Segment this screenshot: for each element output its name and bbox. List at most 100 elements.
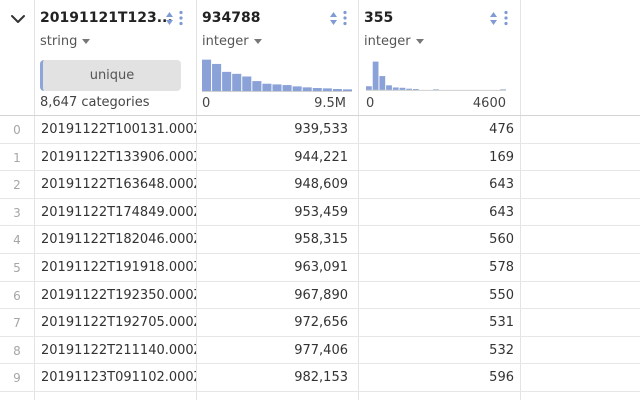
cell-timestamp[interactable]: 20191122T191918.000Z	[41, 260, 196, 275]
caret-down-icon	[253, 39, 262, 44]
cell-timestamp[interactable]: 20191122T174849.000Z	[41, 204, 196, 220]
cell-timestamp[interactable]: 20191122T192705.000Z	[41, 315, 196, 331]
row-divider	[0, 335, 640, 337]
cell-value[interactable]: 972,656	[294, 315, 348, 331]
histogram-bar[interactable]	[202, 59, 212, 91]
histogram-bar[interactable]	[292, 86, 302, 91]
histogram-bar[interactable]	[222, 71, 232, 91]
cell-value[interactable]: 958,315	[294, 232, 348, 248]
histogram-bar[interactable]	[406, 88, 413, 90]
column-title[interactable]: 355	[364, 10, 394, 26]
column-title[interactable]: 20191121T123...	[40, 10, 173, 26]
cell-value[interactable]: 476	[489, 122, 514, 137]
histogram-bar[interactable]	[302, 87, 312, 91]
column-type-select[interactable]: string	[40, 34, 91, 49]
cell-value[interactable]: 953,459	[294, 204, 348, 220]
row-index: 4	[13, 233, 21, 248]
cell-value[interactable]: 948,609	[294, 177, 348, 193]
cell-timestamp[interactable]: 20191122T182046.000Z	[41, 232, 196, 248]
cell-timestamp[interactable]: 20191123T091102.000Z	[41, 370, 196, 386]
histogram-axis-max: 4600	[472, 96, 506, 111]
row-divider	[0, 363, 640, 365]
table-row[interactable]: 1 20191122T133906.000Z 944,221 169	[0, 144, 640, 172]
cell-timestamp[interactable]: 20191122T163648.000Z	[41, 177, 196, 193]
column-divider	[34, 0, 35, 400]
table-row[interactable]: 8 20191122T211140.000Z 977,406 532	[0, 337, 640, 365]
column-divider	[358, 0, 359, 400]
kebab-menu-icon[interactable]	[178, 10, 184, 26]
table-row[interactable]: 2 20191122T163648.000Z 948,609 643	[0, 171, 640, 199]
cell-value[interactable]: 977,406	[294, 342, 348, 358]
column-type-select[interactable]: integer	[202, 34, 262, 49]
histogram-bar[interactable]	[212, 63, 222, 91]
cell-value[interactable]: 982,153	[294, 370, 348, 386]
sort-arrows-icon[interactable]	[489, 11, 498, 26]
column-type-label: string	[40, 34, 78, 49]
row-index: 3	[13, 205, 21, 220]
cell-value[interactable]: 596	[489, 370, 514, 386]
histogram-bar[interactable]	[312, 88, 322, 91]
histogram-bar[interactable]	[232, 73, 242, 91]
table-row[interactable]: 6 20191122T192350.000Z 967,890 550	[0, 282, 640, 310]
histogram-bar[interactable]	[386, 85, 392, 90]
histogram-bar[interactable]	[332, 89, 342, 91]
cell-value[interactable]: 532	[489, 342, 514, 358]
histogram-chart[interactable]	[202, 58, 352, 92]
column-type-select[interactable]: integer	[364, 34, 424, 49]
cell-value[interactable]: 531	[489, 315, 514, 331]
row-index: 7	[13, 316, 21, 331]
histogram-bar[interactable]	[262, 83, 272, 91]
cell-timestamp[interactable]: 20191122T211140.000Z	[41, 342, 196, 358]
histogram-chart[interactable]	[366, 58, 506, 92]
cell-value[interactable]: 939,533	[294, 122, 348, 137]
histogram-bar[interactable]	[412, 89, 419, 90]
cell-value[interactable]: 550	[489, 287, 514, 303]
column-header-3[interactable]: 355 integer 0 4600	[358, 0, 520, 115]
sort-arrows-icon[interactable]	[165, 11, 174, 26]
row-index: 8	[13, 343, 21, 358]
cell-value[interactable]: 944,221	[294, 149, 348, 165]
cell-timestamp[interactable]: 20191122T100131.000Z	[41, 122, 196, 137]
histogram-bar[interactable]	[242, 76, 252, 91]
cell-value[interactable]: 967,890	[294, 287, 348, 303]
row-index: 1	[13, 150, 21, 165]
table-row[interactable]: 4 20191122T182046.000Z 958,315 560	[0, 226, 640, 254]
column-header-2[interactable]: 934788 integer 0 9.5M	[196, 0, 358, 115]
table-row[interactable]: 5 20191122T191918.000Z 963,091 578	[0, 254, 640, 282]
row-divider	[0, 252, 640, 254]
table-row[interactable]: 7 20191122T192705.000Z 972,656 531	[0, 309, 640, 337]
histogram-axis-min: 0	[202, 96, 211, 111]
histogram-bar[interactable]	[433, 89, 439, 90]
cell-value[interactable]: 169	[489, 149, 514, 165]
histogram-bar[interactable]	[342, 89, 352, 91]
histogram-bar[interactable]	[322, 88, 332, 91]
histogram-bar[interactable]	[372, 61, 379, 90]
column-header-1[interactable]: 20191121T123... string unique 8,647 cate…	[34, 0, 196, 115]
cell-value[interactable]: 963,091	[294, 260, 348, 275]
table-row[interactable]: 9 20191123T091102.000Z 982,153 596	[0, 364, 640, 392]
chevron-down-icon[interactable]	[9, 10, 27, 28]
column-title[interactable]: 934788	[202, 10, 261, 26]
histogram-bar[interactable]	[272, 84, 282, 91]
table-row[interactable]: 3 20191122T174849.000Z 953,459 643	[0, 199, 640, 227]
cell-value[interactable]: 578	[489, 260, 514, 275]
cell-timestamp[interactable]: 20191122T192350.000Z	[41, 287, 196, 303]
kebab-menu-icon[interactable]	[503, 10, 509, 26]
column-type-label: integer	[202, 34, 249, 49]
cell-value[interactable]: 643	[489, 177, 514, 193]
cell-value[interactable]: 560	[489, 232, 514, 248]
caret-down-icon	[82, 39, 91, 44]
kebab-menu-icon[interactable]	[342, 10, 348, 26]
histogram-bar[interactable]	[379, 76, 386, 90]
table-row[interactable]: 0 20191122T100131.000Z 939,533 476	[0, 116, 640, 144]
cell-timestamp[interactable]: 20191122T133906.000Z	[41, 149, 196, 165]
histogram-bar[interactable]	[392, 87, 399, 90]
histogram-bar[interactable]	[282, 85, 292, 91]
histogram-bar[interactable]	[252, 81, 262, 91]
histogram-bar[interactable]	[500, 89, 506, 90]
sort-arrows-icon[interactable]	[329, 11, 338, 26]
histogram-bar[interactable]	[366, 86, 372, 90]
histogram-bar[interactable]	[399, 87, 406, 90]
cell-value[interactable]: 643	[489, 204, 514, 220]
